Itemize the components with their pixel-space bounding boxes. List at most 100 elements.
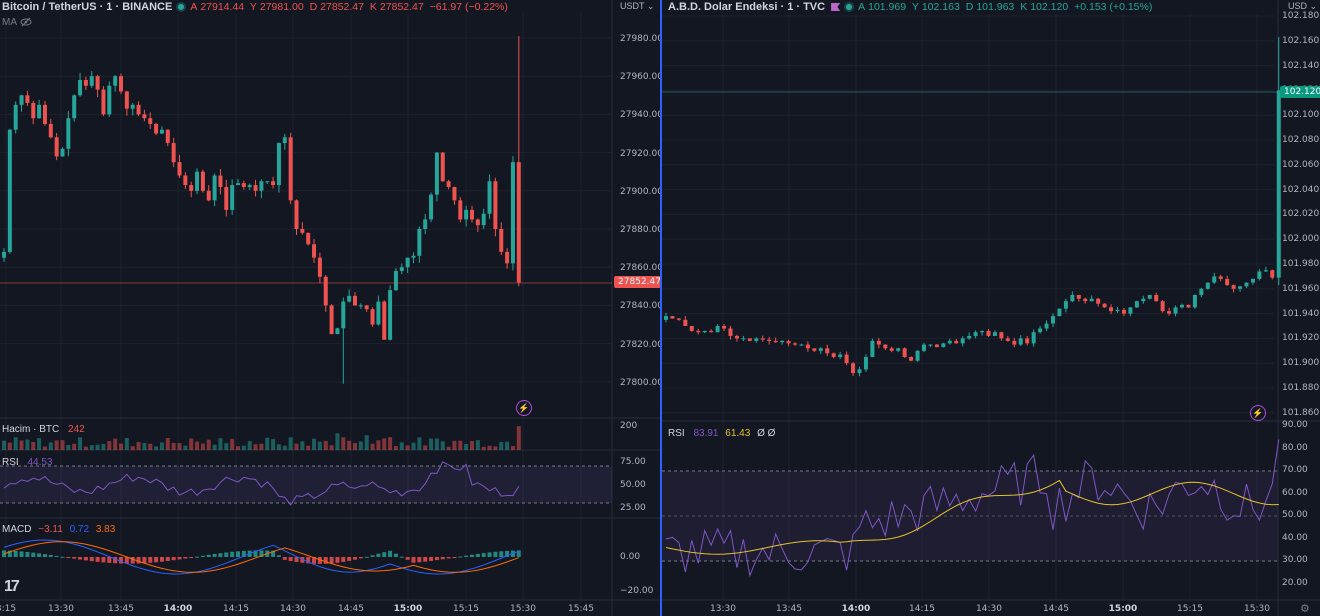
macd-histogram-bar: [224, 552, 229, 557]
candle-body: [1167, 311, 1172, 314]
candle-body: [475, 219, 480, 226]
rsi-legend[interactable]: RSI 83.91 61.43 Ø Ø: [668, 428, 775, 439]
candle-body: [60, 148, 65, 157]
candle-body: [683, 319, 688, 326]
flag-icon[interactable]: [831, 3, 841, 11]
ma-indicator-label[interactable]: MA: [2, 17, 17, 28]
candle-body: [960, 338, 965, 344]
candle-body: [838, 354, 843, 357]
volume-bar: [148, 443, 153, 450]
candle-body: [1038, 328, 1043, 333]
volume-bar: [230, 438, 235, 450]
macd-histogram-bar: [429, 557, 434, 561]
macd-histogram-bar: [101, 557, 106, 563]
currency-selector[interactable]: USD ⌄: [1288, 1, 1318, 11]
macd-histogram-bar: [481, 553, 486, 557]
candle-body: [224, 186, 229, 210]
open-value: 101.969: [868, 1, 907, 13]
candle-body: [417, 229, 422, 256]
macd-histogram-bar: [259, 550, 264, 557]
macd-histogram-bar: [31, 552, 36, 557]
rsi-axis-25: 25.00: [620, 503, 646, 513]
time-axis-label-0: 13:30: [710, 604, 736, 614]
candle-body: [831, 353, 836, 357]
right-chart-panel[interactable]: A.B.D. Dolar Endeksi · 1 · TVC A 101.969 …: [662, 0, 1320, 616]
low-label: D: [309, 1, 318, 13]
volume-bar: [470, 441, 474, 450]
rsi-axis-75: 75.00: [620, 457, 646, 467]
change-value: −61.97 (−0.22%): [429, 1, 508, 13]
time-axis-label-8: 15:30: [1244, 604, 1270, 614]
candle-body: [358, 305, 363, 307]
rsi-line: [3, 461, 520, 506]
rsi-value: 83.91: [693, 428, 719, 439]
symbol-title[interactable]: A.B.D. Dolar Endeksi · 1 · TVC: [668, 1, 826, 13]
volume-bar: [95, 444, 100, 450]
last-price-tag: 27852.47: [614, 276, 660, 288]
volume-bar: [382, 438, 387, 450]
lightning-icon[interactable]: ⚡: [516, 400, 532, 416]
candle-body: [312, 244, 317, 258]
volume-bar: [241, 445, 246, 450]
macd-histogram-bar: [388, 550, 393, 557]
settings-gear-icon[interactable]: ⚙: [1300, 603, 1310, 615]
macd-histogram-bar: [353, 557, 357, 560]
tradingview-logo-icon[interactable]: 17: [4, 578, 20, 595]
volume-bar: [119, 443, 123, 450]
time-axis-label-8: 15:15: [453, 604, 479, 614]
macd-axis-neg20: −20.00: [620, 586, 654, 596]
time-axis-label-4: 14:15: [223, 604, 249, 614]
candle-body: [329, 305, 334, 335]
candle-body: [464, 209, 469, 220]
right-chart-canvas[interactable]: [662, 0, 1320, 616]
volume-bar: [107, 441, 112, 450]
rsi-legend[interactable]: RSI 44.53: [2, 457, 52, 468]
left-chart-canvas[interactable]: [0, 0, 660, 616]
symbol-title[interactable]: Bitcoin / TetherUS · 1 · BINANCE: [2, 1, 173, 13]
candle-body: [1134, 301, 1139, 308]
currency-selector[interactable]: USDT ⌄: [620, 1, 655, 11]
candle-body: [1147, 295, 1152, 299]
volume-bar: [317, 441, 322, 450]
volume-label: Hacim · BTC: [2, 424, 60, 435]
volume-bar: [329, 445, 334, 450]
candle-body: [676, 318, 681, 320]
candle-body: [715, 326, 720, 333]
chart-divider[interactable]: [660, 0, 662, 616]
lightning-icon[interactable]: ⚡: [1250, 405, 1266, 421]
candle-body: [247, 185, 252, 187]
candle-body: [1070, 295, 1075, 302]
candle-body: [728, 328, 733, 336]
volume-bar: [423, 445, 428, 450]
candle-body: [1096, 298, 1101, 304]
high-label: Y: [249, 1, 257, 13]
macd-histogram-bar: [323, 557, 328, 564]
volume-bar: [481, 446, 486, 450]
macd-histogram-bar: [13, 550, 18, 557]
candle-body: [780, 340, 785, 343]
macd-histogram-bar: [317, 557, 322, 564]
candle-body: [241, 183, 246, 187]
price-axis-label-4: 27900.00: [620, 186, 660, 197]
left-chart-panel[interactable]: Bitcoin / TetherUS · 1 · BINANCE A 27914.…: [0, 0, 660, 616]
rsi-extra: Ø Ø: [757, 428, 776, 439]
candle-body: [370, 309, 375, 325]
volume-bar: [510, 446, 515, 450]
volume-legend[interactable]: Hacim · BTC 242: [2, 424, 85, 435]
macd-histogram-bar: [294, 557, 299, 562]
price-axis-label-6: 27860.00: [620, 263, 660, 274]
macd-legend[interactable]: MACD −3.11 0.72 3.83: [2, 524, 115, 535]
eye-hidden-icon[interactable]: [20, 16, 32, 31]
price-axis-label-0: 27980.00: [620, 34, 660, 44]
candle-body: [294, 200, 299, 229]
macd-histogram-bar: [446, 557, 451, 559]
candle-body: [857, 369, 862, 374]
rsi-axis-label-4: 50.00: [1282, 510, 1308, 520]
candle-body: [516, 162, 521, 283]
volume-bar: [294, 443, 299, 450]
candle-body: [165, 129, 170, 144]
candle-body: [1257, 271, 1262, 279]
candle-body: [393, 271, 398, 291]
candle-body: [992, 332, 997, 336]
candle-body: [754, 338, 759, 341]
